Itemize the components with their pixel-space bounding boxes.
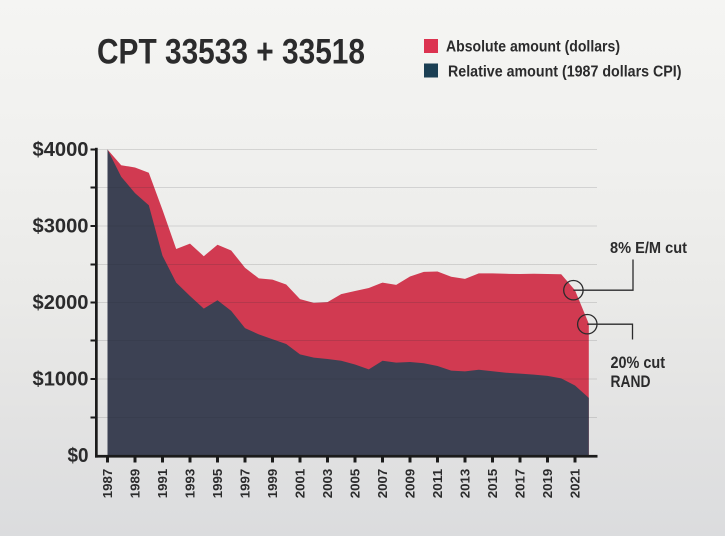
svg-text:2013: 2013 (459, 469, 473, 499)
svg-text:CPT 33533 + 33518: CPT 33533 + 33518 (97, 33, 365, 72)
svg-text:2019: 2019 (541, 469, 555, 499)
svg-text:2009: 2009 (404, 469, 418, 499)
svg-text:$0: $0 (68, 445, 89, 467)
svg-text:1987: 1987 (101, 469, 115, 499)
svg-text:Absolute amount (dollars): Absolute amount (dollars) (446, 39, 620, 56)
svg-text:1999: 1999 (266, 469, 280, 499)
svg-text:2011: 2011 (431, 469, 445, 499)
svg-text:2015: 2015 (486, 469, 500, 499)
svg-text:2007: 2007 (376, 469, 390, 499)
svg-text:$1000: $1000 (33, 368, 89, 390)
svg-text:2003: 2003 (321, 469, 335, 499)
svg-text:$4000: $4000 (33, 139, 89, 161)
svg-text:$3000: $3000 (33, 215, 89, 237)
svg-text:2017: 2017 (514, 469, 528, 499)
svg-text:8% E/M cut: 8% E/M cut (610, 240, 688, 257)
svg-text:1997: 1997 (239, 469, 253, 499)
svg-text:2005: 2005 (349, 469, 363, 499)
svg-text:1991: 1991 (156, 469, 170, 499)
svg-text:$2000: $2000 (33, 292, 89, 314)
svg-text:Relative amount (1987 dollars: Relative amount (1987 dollars CPI) (448, 64, 682, 81)
svg-text:1995: 1995 (211, 469, 225, 499)
svg-text:20% cut: 20% cut (611, 354, 666, 372)
svg-text:1989: 1989 (129, 469, 143, 499)
svg-text:2021: 2021 (569, 469, 583, 499)
svg-text:1993: 1993 (184, 469, 198, 499)
svg-text:RAND: RAND (611, 373, 651, 391)
svg-text:2001: 2001 (294, 469, 308, 499)
